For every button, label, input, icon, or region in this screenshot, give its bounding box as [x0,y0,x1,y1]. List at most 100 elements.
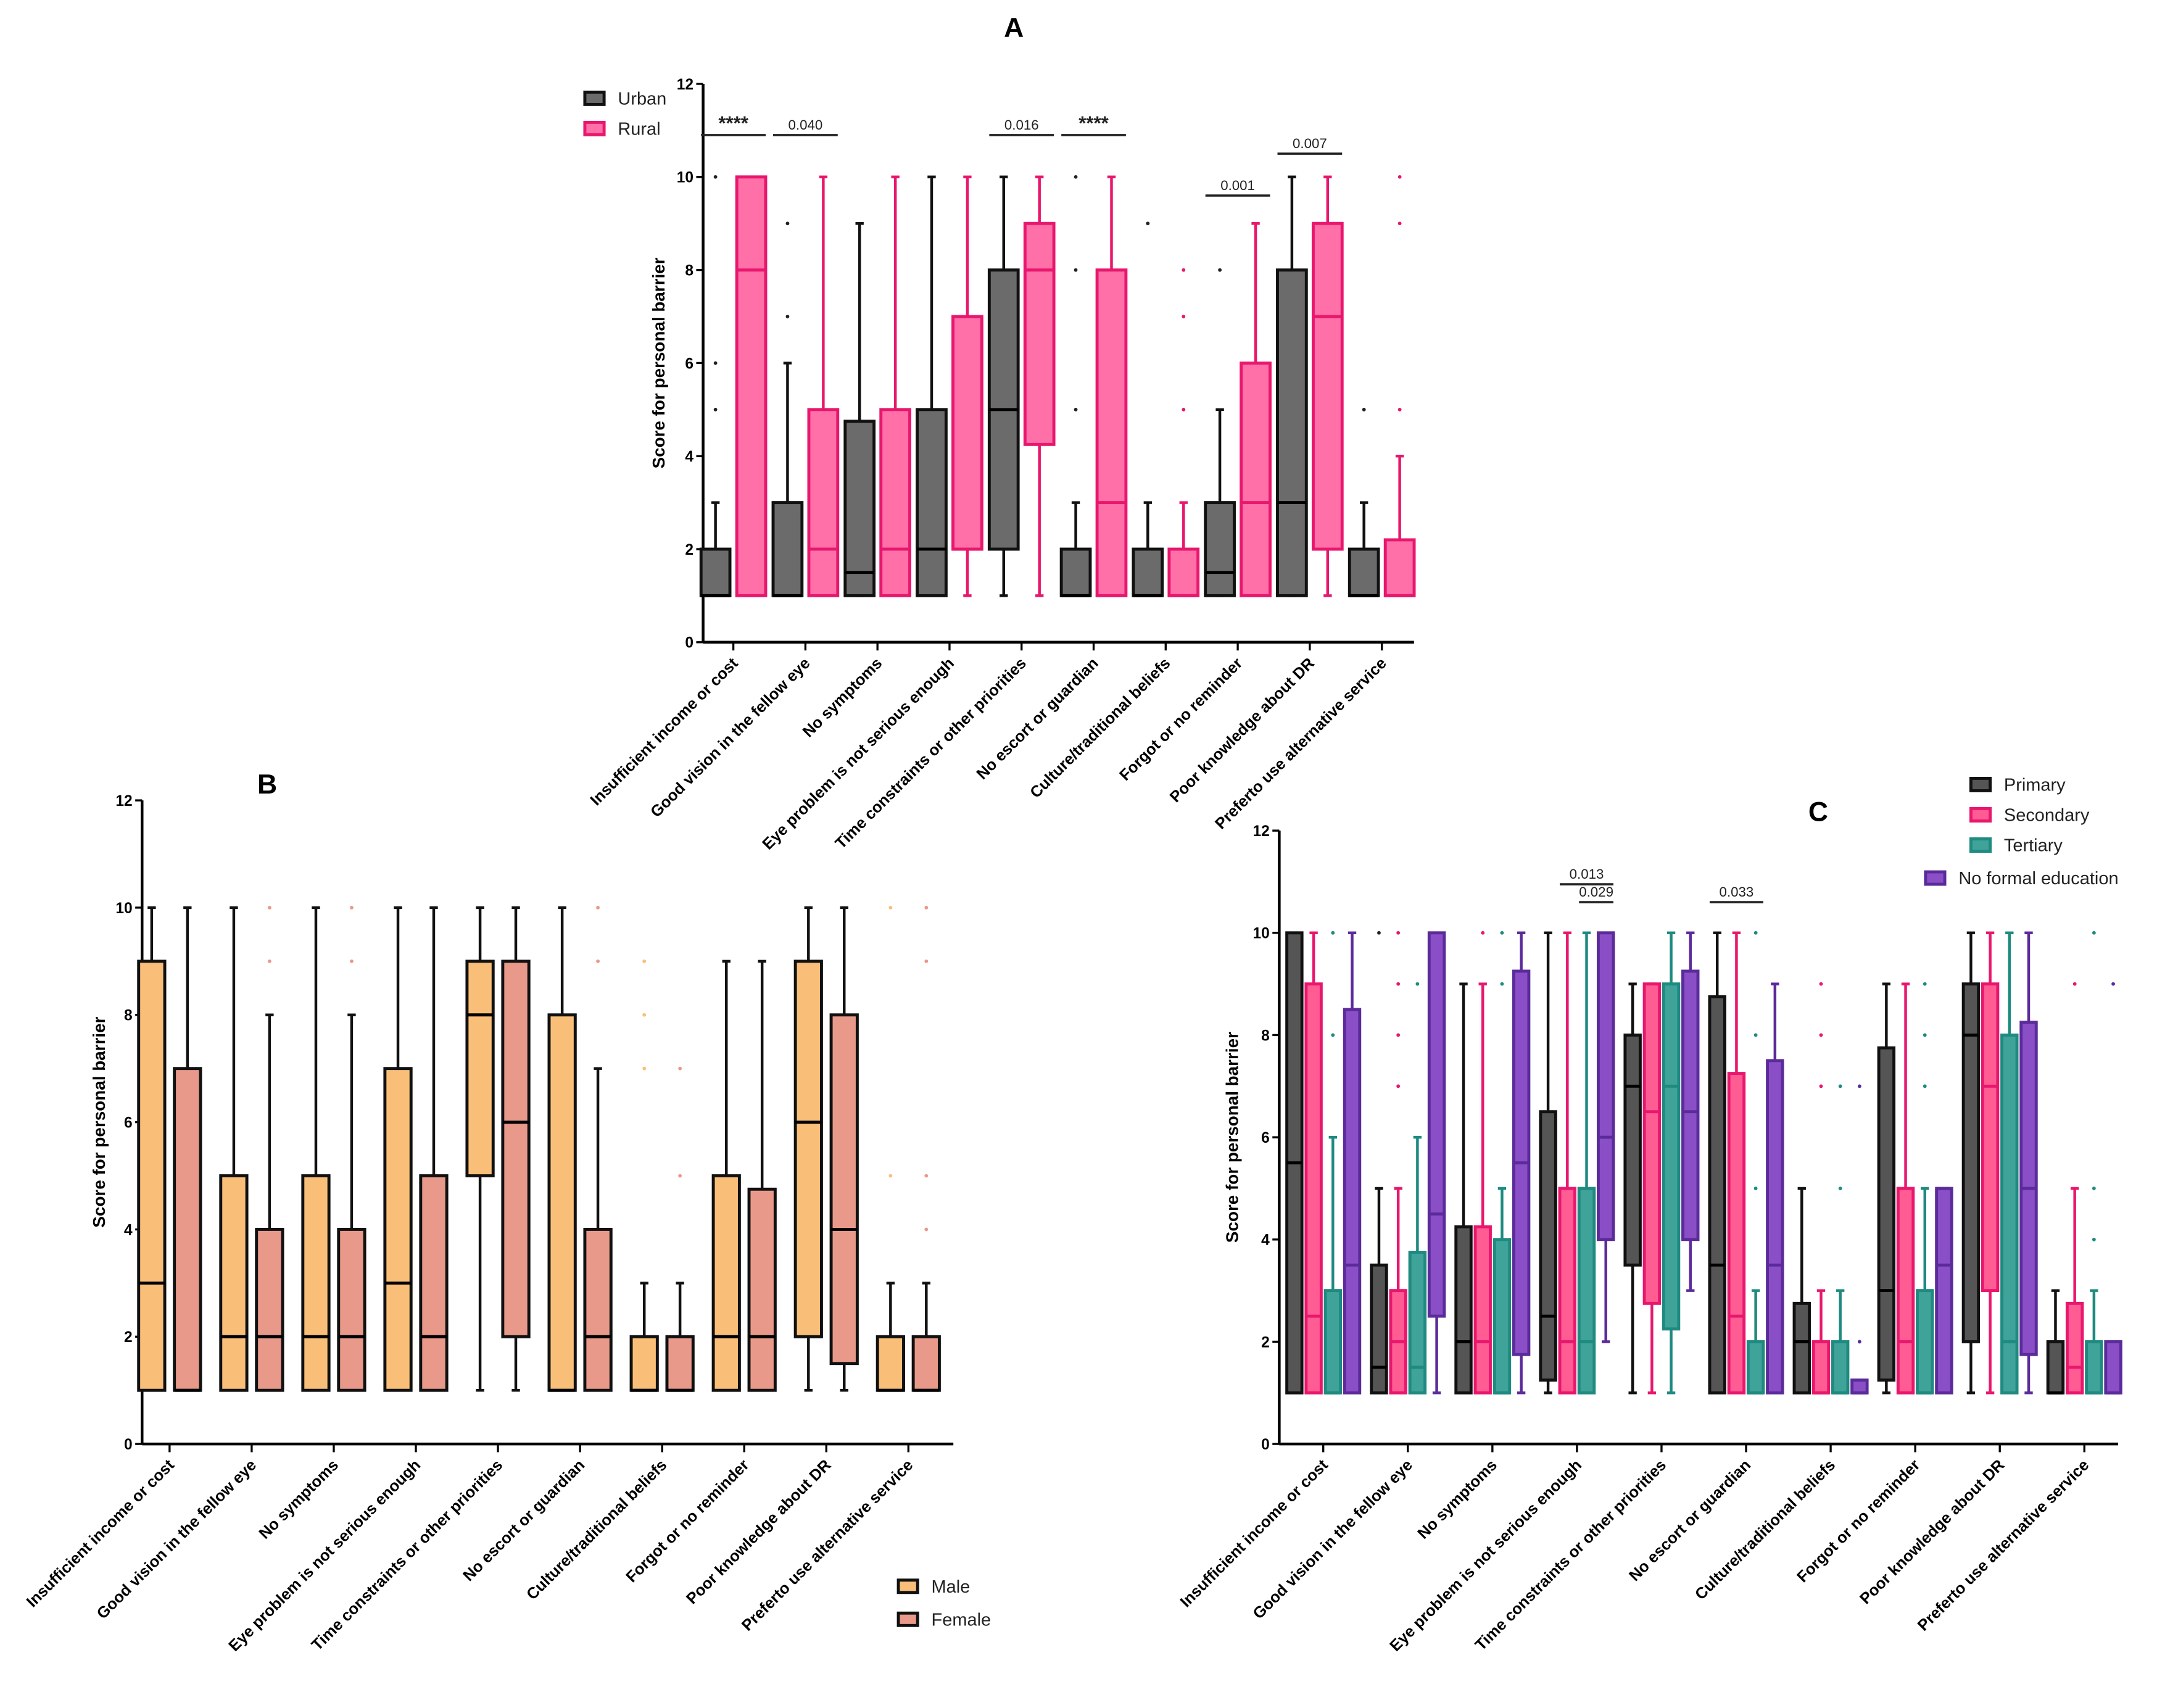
x-tick-label: Good vision in the fellow eye [1250,1456,1416,1622]
box-rural [1311,175,1344,597]
significance-bracket: **** [1061,112,1126,136]
significance-bracket: 0.001 [1205,178,1270,197]
box-iqr [699,547,732,597]
y-tick-label: 10 [115,900,132,917]
box-iqr [1370,1263,1388,1395]
box-iqr [1850,1378,1869,1395]
box-female [583,906,613,1392]
legend-swatch [896,1611,919,1627]
y-tick-label: 0 [685,635,693,652]
significance-bracket: 0.013 [1560,866,1613,885]
legend-swatch [1924,870,1947,886]
box-female [911,906,941,1392]
box-male [711,960,741,1392]
outlier-point [678,1066,682,1071]
panel-title: C [1808,797,1828,827]
p-value-label: **** [1078,112,1109,134]
box-secondary [2065,982,2084,1395]
significance-bracket: 0.033 [1709,884,1763,903]
significance-bracket: 0.029 [1579,884,1613,903]
box-rural [1167,268,1200,597]
legend-item: No formal education [1924,869,2119,889]
outlier-point [2092,931,2096,935]
outlier-point [924,906,929,910]
box-iqr [1981,982,2000,1293]
y-tick-label: 0 [1261,1436,1270,1453]
y-axis-label: Score for personal barrier [1223,1032,1242,1243]
box-iqr [1811,1340,1831,1395]
box-iqr [843,420,876,597]
box-rural [1023,175,1056,597]
significance-bracket: 0.007 [1277,136,1343,155]
box-secondary [1473,931,1492,1395]
box-iqr [1408,1251,1427,1395]
outlier-point [1819,1033,1823,1037]
box-primary [1792,1187,1811,1395]
box-iqr [916,408,948,597]
box-female [173,906,202,1392]
box-iqr [771,501,804,597]
box-primary [1454,982,1473,1395]
outlier-point [642,1013,647,1017]
box-male [547,906,577,1392]
legend-label: Primary [2004,775,2066,795]
x-tick-label: Culture/traditional beliefs [523,1456,670,1603]
box-iqr [219,1174,249,1392]
outlier-point [596,959,600,963]
box-iqr [1348,547,1380,597]
outlier-point [1182,407,1186,412]
box-iqr [1708,995,1726,1395]
box-male [383,906,413,1392]
x-tick-label: Eye problem is not serious enough [1386,1456,1585,1655]
box-iqr [419,1174,449,1392]
box-iqr [1577,1187,1596,1395]
box-no-formal-education [1343,931,1362,1395]
y-tick-label: 6 [1261,1130,1270,1146]
box-male [301,906,331,1392]
box-iqr [951,315,983,551]
box-rural [879,175,911,597]
box-iqr [255,1227,284,1392]
outlier-point [713,407,718,412]
y-tick-label: 12 [1253,823,1270,840]
outlier-point [1397,222,1402,226]
outlier-point [1331,931,1335,935]
box-urban [987,175,1020,597]
legend-label: Tertiary [2004,836,2063,856]
box-iqr [2104,1340,2122,1395]
legend-item: Urban [583,89,666,109]
y-tick-label: 2 [124,1329,133,1346]
outlier-point [1218,268,1222,272]
legend-swatch [1969,837,1992,853]
x-tick-label: Poor knowledge about DR [1857,1456,2008,1607]
significance-bracket: **** [701,112,766,136]
y-tick-label: 4 [1261,1232,1270,1249]
x-tick-label: Poor knowledge about DR [1167,655,1318,806]
box-tertiary [1577,931,1596,1395]
box-iqr [1558,1187,1576,1395]
outlier-point [785,315,790,318]
p-value-label: 0.029 [1579,884,1613,900]
box-iqr [1961,982,1981,1343]
outlier-point [1074,268,1078,272]
box-iqr [665,1335,695,1392]
outlier-point [1362,407,1366,412]
legend-item: Secondary [1969,806,2090,826]
box-iqr [1473,1225,1492,1395]
box-male [219,906,249,1392]
box-iqr [1623,1033,1642,1267]
box-urban [1059,175,1092,597]
legend-swatch [583,120,606,136]
box-iqr [735,175,768,597]
x-tick-label: No symptoms [1414,1456,1501,1543]
box-no-formal-education [2104,982,2122,1395]
x-tick-label: Preferto use alternative service [1915,1456,2093,1635]
box-iqr [337,1227,366,1392]
box-primary [1285,931,1304,1395]
outlier-point [2092,1237,2096,1242]
outlier-point [1500,931,1504,935]
x-tick-label: Time constraints or other priorities [1472,1456,1670,1654]
box-male [793,906,823,1392]
box-no-formal-education [1850,1084,1869,1395]
box-iqr [1727,1072,1746,1395]
